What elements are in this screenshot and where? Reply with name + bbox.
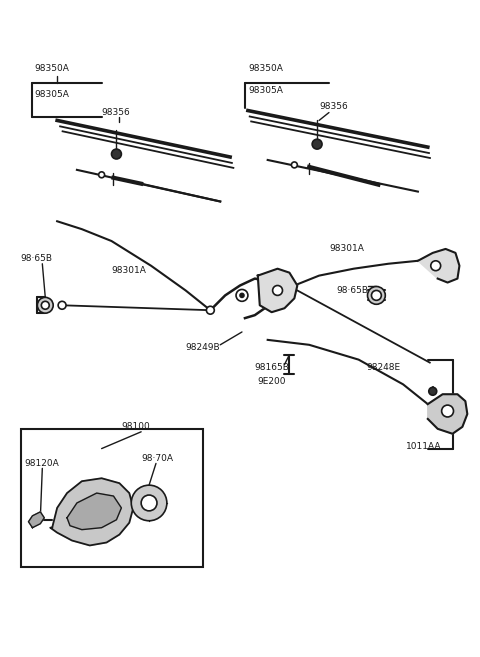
Text: 98120A: 98120A — [24, 459, 59, 468]
Text: 98305A: 98305A — [248, 86, 283, 95]
Circle shape — [37, 298, 53, 313]
Text: 98248E: 98248E — [367, 363, 401, 372]
Text: 98·65B: 98·65B — [337, 286, 369, 295]
Circle shape — [99, 172, 105, 178]
Circle shape — [41, 302, 49, 309]
Text: 9E200: 9E200 — [258, 377, 286, 386]
Polygon shape — [258, 269, 297, 312]
Circle shape — [236, 290, 248, 302]
Text: 98350A: 98350A — [248, 64, 283, 72]
Circle shape — [368, 286, 385, 304]
Circle shape — [206, 306, 214, 314]
Circle shape — [431, 261, 441, 271]
Circle shape — [372, 290, 381, 300]
Circle shape — [429, 388, 437, 396]
Text: 98356: 98356 — [102, 108, 131, 117]
Circle shape — [312, 139, 322, 149]
Circle shape — [240, 294, 244, 298]
Circle shape — [58, 302, 66, 309]
Circle shape — [273, 286, 283, 296]
Text: 1011AA: 1011AA — [406, 442, 442, 451]
Text: 98100: 98100 — [121, 422, 150, 432]
Text: 98356: 98356 — [319, 102, 348, 111]
Text: 98·65B: 98·65B — [21, 254, 53, 263]
Polygon shape — [67, 493, 121, 530]
Text: 98165B: 98165B — [255, 363, 290, 372]
Text: 98301A: 98301A — [111, 266, 146, 275]
Circle shape — [442, 405, 454, 417]
Polygon shape — [418, 249, 459, 283]
Circle shape — [141, 495, 157, 511]
FancyBboxPatch shape — [21, 429, 204, 567]
Circle shape — [111, 149, 121, 159]
Text: 98·70A: 98·70A — [141, 454, 173, 463]
Polygon shape — [428, 394, 468, 434]
Polygon shape — [28, 512, 44, 528]
Text: 98305A: 98305A — [35, 90, 69, 99]
Circle shape — [131, 485, 167, 521]
Text: 98249B: 98249B — [186, 343, 220, 352]
Text: 98350A: 98350A — [35, 64, 69, 72]
Polygon shape — [50, 478, 133, 545]
Text: 98301A: 98301A — [329, 244, 364, 254]
Circle shape — [291, 162, 297, 168]
